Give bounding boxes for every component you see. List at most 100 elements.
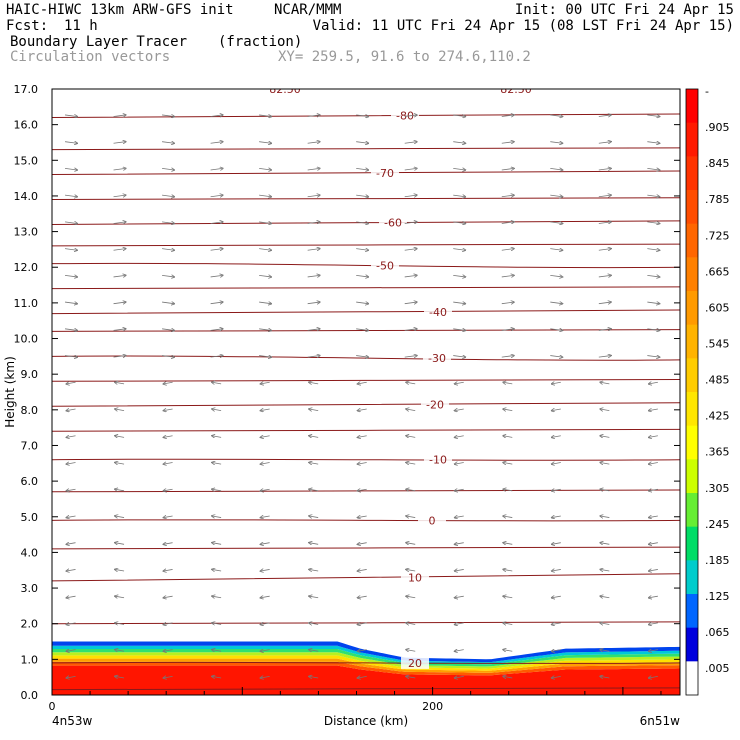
circulation-vector [113,329,126,331]
circulation-vector [600,623,610,625]
circulation-vector [210,142,223,144]
circulation-vector [162,329,174,331]
colorbar-label: .065 [705,626,730,639]
field-units: (fraction) [218,34,303,50]
circulation-vector [406,569,416,571]
y-tick-label: 3.0 [21,582,39,595]
circulation-vector [358,409,367,411]
circulation-vector [455,409,464,411]
circulation-vector [64,115,77,117]
tracer-band-1 [52,661,680,676]
circulation-vector [210,302,223,304]
circulation-vector [162,222,174,224]
contour-label-bg [401,656,429,669]
model-title: HAIC-HIWC 13km ARW-GFS init [6,2,234,18]
circulation-vector [649,543,658,545]
y-tick-label: 8.0 [21,404,39,417]
colorbar-swatch [686,594,698,629]
circulation-vector [404,329,417,331]
colorbar-label: .845 [705,157,730,170]
colorbar-label: .245 [705,518,730,531]
y-tick-label: 11.0 [14,297,39,310]
circulation-vector [115,382,125,384]
circulation-vector [404,195,417,197]
circulation-vector [64,275,77,277]
colorbar-swatch [686,425,698,460]
temperature-contour [52,147,680,151]
circulation-vector [162,168,174,170]
circulation-vector [501,302,514,304]
valid-time: Valid: 11 UTC Fri 24 Apr 15 (08 LST Fri … [312,18,734,34]
y-tick-label: 5.0 [21,511,39,524]
circulation-vector [358,569,367,571]
circulation-vector [113,142,126,144]
temperature-contour [52,546,680,550]
circulation-vector [67,623,76,625]
circulation-vector [164,382,173,384]
circulation-vector [210,168,223,170]
temperature-contour [52,458,680,461]
circulation-vector [649,382,658,384]
circulation-vector [115,409,125,411]
circulation-vector [210,356,223,358]
circulation-vector [600,489,610,491]
x-tick-label: 200 [422,700,443,713]
circulation-vector [455,462,464,464]
circulation-vector [550,356,562,358]
circulation-vector [113,168,126,170]
circulation-vector [453,249,465,251]
colorbar-swatch [686,223,698,258]
circulation-vector [261,436,270,438]
circulation-vector [162,275,174,277]
y-tick-label: 12.0 [14,261,39,274]
y-tick-label: 9.0 [21,368,39,381]
circulation-vector [212,382,222,384]
circulation-vector [115,543,125,545]
circulation-vector [455,436,464,438]
circulation-vector [550,249,562,251]
circulation-vector [307,142,320,144]
circulation-vector [356,249,368,251]
forecast-label: Fcst: [6,18,49,34]
circulation-vector [113,302,126,304]
colorbar-label: .305 [705,482,730,495]
circulation-vector [115,596,125,598]
temperature-contour [52,687,680,691]
circulation-vector [115,436,125,438]
circulation-vector [600,436,610,438]
circulation-vector [356,115,368,117]
temperature-contour [52,428,680,432]
y-axis-title: Height (km) [3,356,17,427]
circulation-vector [503,650,513,652]
colorbar-frame [685,88,699,696]
circulation-vector [67,596,76,598]
circulation-vector [210,115,223,117]
circulation-vector [455,489,464,491]
circulation-vector [212,436,222,438]
circulation-vector [550,142,562,144]
circulation-vector [503,409,513,411]
circulation-vector [550,168,562,170]
circulation-vector [212,516,222,518]
circulation-vector [503,489,513,491]
circulation-vector [261,543,270,545]
y-tick-label: 7.0 [21,439,39,452]
circulation-vector [307,329,320,331]
circulation-vector [598,115,611,117]
plot-frame [51,88,681,696]
tracer-band-6 [52,645,680,665]
circulation-vector [309,596,319,598]
y-tick-label: 10.0 [14,333,39,346]
circulation-vector [164,623,173,625]
circulation-vector [552,489,561,491]
circulation-vector [501,222,514,224]
y-tick-label: 4.0 [21,546,39,559]
circulation-vector [307,222,320,224]
colorbar-label: .905 [705,121,730,134]
colorbar-swatch [686,358,698,393]
circulation-vector [600,569,610,571]
circulation-vector [598,222,611,224]
circulation-vector [162,115,174,117]
circulation-vector [309,462,319,464]
vector-field-name: Circulation vectors [10,49,171,65]
